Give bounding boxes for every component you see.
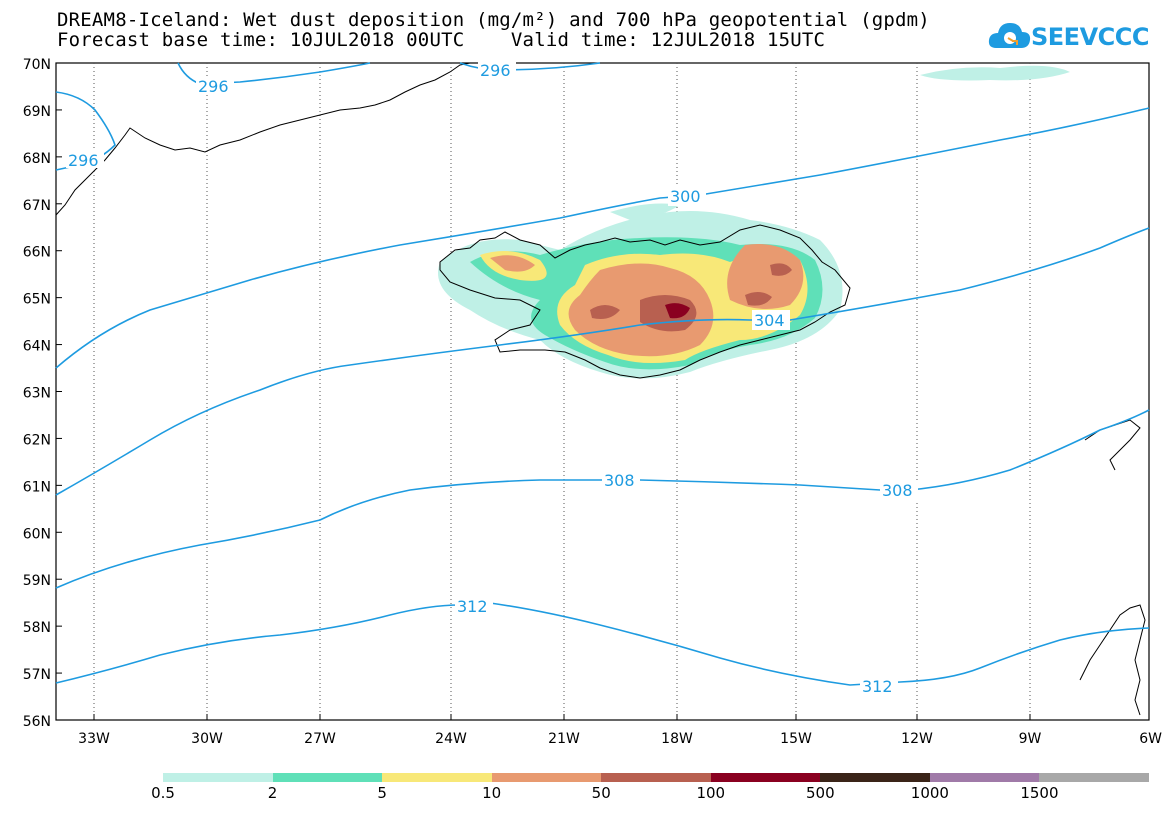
- latitude-label: 62N: [23, 432, 51, 448]
- colorbar-label: 500: [806, 784, 835, 802]
- latitude-label: 70N: [23, 57, 51, 73]
- colorbar-label: 1500: [1020, 784, 1059, 802]
- latitude-label: 60N: [23, 526, 51, 542]
- contour-300: [55, 107, 1150, 369]
- colorbar-label: 5: [377, 784, 387, 802]
- longitude-label: 24W: [435, 731, 467, 747]
- latitude-label: 58N: [23, 620, 51, 636]
- longitude-label: 9W: [1019, 731, 1042, 747]
- latitude-label: 61N: [23, 479, 51, 495]
- longitude-label: 12W: [901, 731, 933, 747]
- contour-label-296-b: 296: [480, 61, 511, 80]
- dust-level-100: [665, 303, 690, 319]
- dust-level-50: [590, 263, 792, 332]
- colorbar-segment: [820, 773, 931, 782]
- contour-label-296-c: 296: [68, 151, 99, 170]
- colorbar-segment: [382, 773, 493, 782]
- contour-296-north: [177, 62, 371, 85]
- dust-deposition-field: [438, 65, 1070, 379]
- contour-label-312-a: 312: [457, 597, 488, 616]
- longitude-label: 6W: [1139, 731, 1162, 747]
- seevccc-logo: SEEVCCC: [988, 18, 1150, 54]
- map-title-line-1: DREAM8-Iceland: Wet dust deposition (mg/…: [57, 9, 930, 31]
- latitude-label: 63N: [23, 386, 51, 402]
- colorbar-segment: [929, 773, 1040, 782]
- iceland-coast: [439, 224, 851, 379]
- contour-label-backgrounds: [66, 62, 918, 696]
- longitude-label: 27W: [304, 731, 336, 747]
- contour-label-296-a: 296: [198, 77, 229, 96]
- latitude-axis: 70N 69N 68N 67N 66N 65N 64N 63N 62N 61N 60N 59N 58N 5…: [23, 57, 62, 730]
- latitude-label: 64N: [23, 339, 51, 355]
- colorbar-label: 0.5: [151, 784, 175, 802]
- longitude-label: 33W: [78, 731, 110, 747]
- coastlines: [55, 62, 1146, 716]
- map-frame: [55, 62, 1150, 721]
- colorbar-label: 10: [482, 784, 502, 802]
- longitude-axis: 33W 30W 27W 24W 21W 18W 15W 12W 9W 6W: [78, 714, 1162, 747]
- colorbar-segment: [491, 773, 602, 782]
- map-title-line-2: Forecast base time: 10JUL2018 00UTC Vali…: [57, 29, 826, 51]
- contour-label-304: 304: [754, 311, 785, 330]
- colorbar-segment: [710, 773, 821, 782]
- grid-lines: [93, 63, 1031, 720]
- latitude-label: 66N: [23, 245, 51, 261]
- colorbar-label: 1000: [910, 784, 949, 802]
- colorbar-segment: [272, 773, 383, 782]
- cloud-icon: [988, 23, 1031, 48]
- latitude-label: 57N: [23, 667, 51, 683]
- contour-label-312-b: 312: [862, 677, 893, 696]
- latitude-label: 68N: [23, 151, 51, 167]
- longitude-label: 18W: [661, 731, 693, 747]
- colorbar-label: 50: [591, 784, 611, 802]
- latitude-label: 67N: [23, 198, 51, 214]
- scotland-coast: [1079, 604, 1146, 716]
- greenland-coast: [55, 62, 471, 216]
- colorbar-label: 100: [696, 784, 726, 802]
- contour-312: [55, 602, 1150, 686]
- contour-label-300: 300: [670, 187, 701, 206]
- contour-label-308-a: 308: [604, 471, 635, 490]
- logo-text: SEEVCCC: [1031, 23, 1150, 51]
- latitude-label: 69N: [23, 104, 51, 120]
- colorbar-segment: [1039, 773, 1150, 782]
- geopotential-contours: [55, 62, 1150, 686]
- contour-label-308-b: 308: [882, 481, 913, 500]
- latitude-label: 56N: [23, 714, 51, 730]
- contour-308: [55, 409, 1150, 589]
- latitude-label: 59N: [23, 573, 51, 589]
- dust-level-0.5-ne2: [610, 203, 680, 220]
- dust-level-0.5-ne: [920, 65, 1070, 81]
- longitude-label: 21W: [548, 731, 580, 747]
- colorbar-segment: [601, 773, 712, 782]
- colorbar-label: 2: [267, 784, 278, 802]
- latitude-label: 65N: [23, 292, 51, 308]
- colorbar-segment: [163, 773, 273, 782]
- contour-304: [55, 227, 1150, 496]
- longitude-label: 15W: [780, 731, 812, 747]
- longitude-label: 30W: [191, 731, 223, 747]
